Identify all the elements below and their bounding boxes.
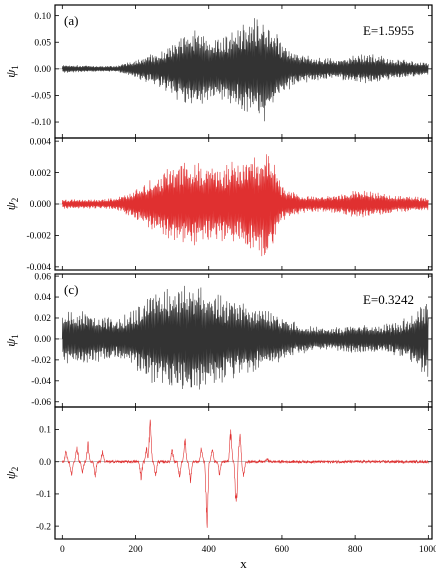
y-tick-label: 0.000 (30, 200, 52, 210)
series-line (62, 18, 429, 122)
series-line (62, 154, 429, 257)
series-line (62, 419, 429, 528)
energy-annotation: E=0.3242 (363, 292, 414, 307)
panel-a-psi2: -0.004 -0.002 0.000 0.002 0.004 ψ2 (3, 137, 433, 273)
y-axis-label: ψ1 (3, 334, 20, 347)
y-tick-label: 0.00 (34, 65, 51, 75)
panel-label: (a) (64, 13, 78, 28)
y-axis-label: ψ2 (3, 198, 20, 211)
y-tick-label: -0.004 (26, 263, 51, 273)
y-axis-label: ψ1 (3, 65, 20, 78)
y-tick-label: -0.1 (36, 490, 51, 500)
y-tick-label: 0.0 (39, 458, 51, 468)
series-line (62, 285, 429, 390)
panel-c-psi2: -0.2 -0.1 0.0 0.1 0 200 400 600 800 1000 x ψ2 (3, 406, 436, 571)
y-tick-label: 0.02 (34, 314, 51, 324)
y-tick-label: 0.004 (30, 137, 52, 147)
y-tick-label: -0.2 (36, 522, 51, 532)
panel-label: (c) (64, 282, 78, 297)
x-tick-label: 800 (348, 545, 363, 555)
y-tick-label: 0.10 (34, 12, 51, 22)
x-axis-label: x (240, 556, 247, 571)
y-tick-label: 0.00 (34, 335, 51, 345)
x-tick-label: 1000 (419, 545, 436, 555)
plot-frame (54, 406, 433, 540)
y-tick-label: 0.06 (34, 272, 51, 282)
x-tick-label: 200 (128, 545, 143, 555)
panel-a-psi1: -0.10 -0.05 0.00 0.05 0.10 ψ1 (a) E=1.5955 (3, 4, 433, 139)
energy-annotation: E=1.5955 (363, 23, 414, 38)
y-tick-label: 0.002 (30, 169, 52, 179)
y-tick-label: 0.04 (34, 293, 51, 303)
x-tick-label: 600 (275, 545, 290, 555)
x-tick-label: 400 (202, 545, 217, 555)
y-tick-label: 0.05 (34, 38, 51, 48)
y-tick-label: -0.10 (31, 118, 51, 128)
y-tick-label: 0.1 (39, 426, 51, 436)
x-tick-label: 0 (60, 545, 65, 555)
y-tick-label: -0.06 (31, 398, 51, 408)
y-tick-label: -0.002 (26, 232, 51, 242)
y-tick-label: -0.04 (31, 377, 51, 387)
panel-c-psi1: -0.06 -0.04 -0.02 0.00 0.02 0.04 0.06 ψ1 (c) E=0.… (3, 272, 433, 408)
y-tick-label: -0.05 (31, 92, 51, 102)
y-axis-label: ψ2 (3, 467, 20, 480)
y-tick-label: -0.02 (31, 356, 51, 366)
